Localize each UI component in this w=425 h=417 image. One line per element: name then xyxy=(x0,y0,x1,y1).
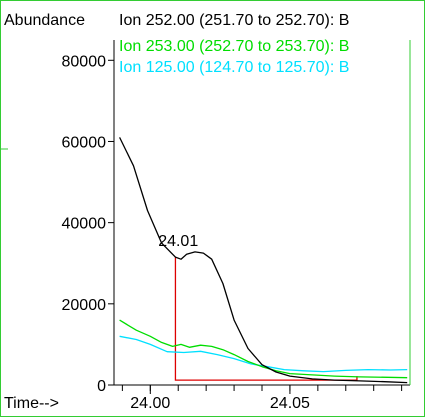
series-line-ion-253 xyxy=(119,319,408,379)
x-tick-label: 24.00 xyxy=(130,395,170,412)
integration-baseline xyxy=(174,257,358,381)
y-axis-label: Abundance xyxy=(4,12,85,29)
series-line-ion-252 xyxy=(119,137,408,384)
legend-entry-ion-125: Ion 125.00 (124.70 to 125.70): B xyxy=(119,59,349,76)
x-tick-label: 24.05 xyxy=(270,395,310,412)
legend-entry-ion-252: Ion 252.00 (251.70 to 252.70): B xyxy=(119,12,349,29)
legend-entry-ion-253: Ion 253.00 (252.70 to 253.70): B xyxy=(119,38,349,55)
y-tick-label: 80000 xyxy=(62,53,107,70)
y-tick-label: 0 xyxy=(97,378,106,395)
y-tick-label: 20000 xyxy=(62,297,107,314)
y-tick-label: 60000 xyxy=(62,134,107,151)
peak-label: 24.01 xyxy=(158,233,198,250)
y-tick-label: 40000 xyxy=(62,216,107,233)
x-axis-label: Time--> xyxy=(4,395,59,412)
series-line-ion-125 xyxy=(119,335,408,373)
